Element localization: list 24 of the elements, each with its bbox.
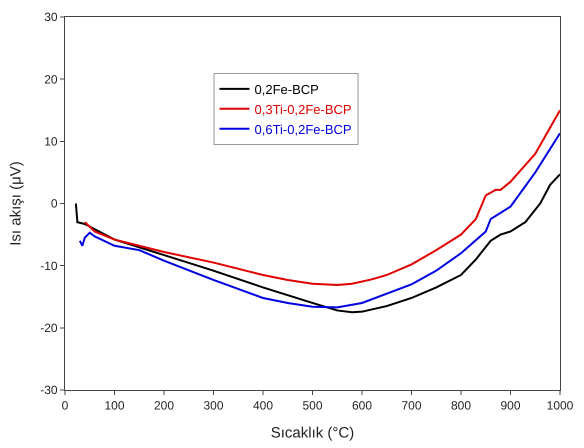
y-tick-label: -30: [40, 383, 58, 398]
y-tick-label: 0: [50, 196, 58, 211]
x-tick-label: 500: [302, 398, 323, 412]
y-tick-label: 30: [44, 10, 58, 24]
legend-label: 0,6Ti-0,2Fe-BCP: [254, 122, 352, 137]
x-tick-label: 600: [352, 398, 372, 412]
x-tick-label: 1000: [546, 398, 574, 412]
y-tick-label: 20: [44, 72, 58, 86]
legend-label: 0,3Ti-0,2Fe-BCP: [254, 102, 352, 117]
y-tick-label: -20: [40, 321, 58, 336]
y-tick-label: -10: [40, 258, 58, 273]
legend-label: 0,2Fe-BCP: [254, 82, 319, 97]
x-tick-label: 200: [154, 398, 174, 412]
x-tick-label: 100: [104, 398, 125, 412]
x-tick-label: 700: [401, 398, 422, 412]
x-tick-label: 900: [500, 398, 521, 412]
x-axis-title: Sıcaklık (°C): [270, 424, 354, 442]
y-tick-label: 10: [44, 134, 58, 149]
y-axis-title: Isı akışı (μV): [8, 161, 25, 246]
x-tick-label: 300: [203, 398, 224, 412]
x-tick-label: 400: [252, 398, 274, 412]
x-tick-label: 0: [62, 398, 69, 412]
x-tick-label: 800: [450, 398, 472, 412]
line-series: [74, 173, 560, 314]
